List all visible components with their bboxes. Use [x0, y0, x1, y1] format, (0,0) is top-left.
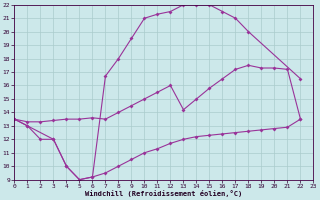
X-axis label: Windchill (Refroidissement éolien,°C): Windchill (Refroidissement éolien,°C): [85, 190, 243, 197]
